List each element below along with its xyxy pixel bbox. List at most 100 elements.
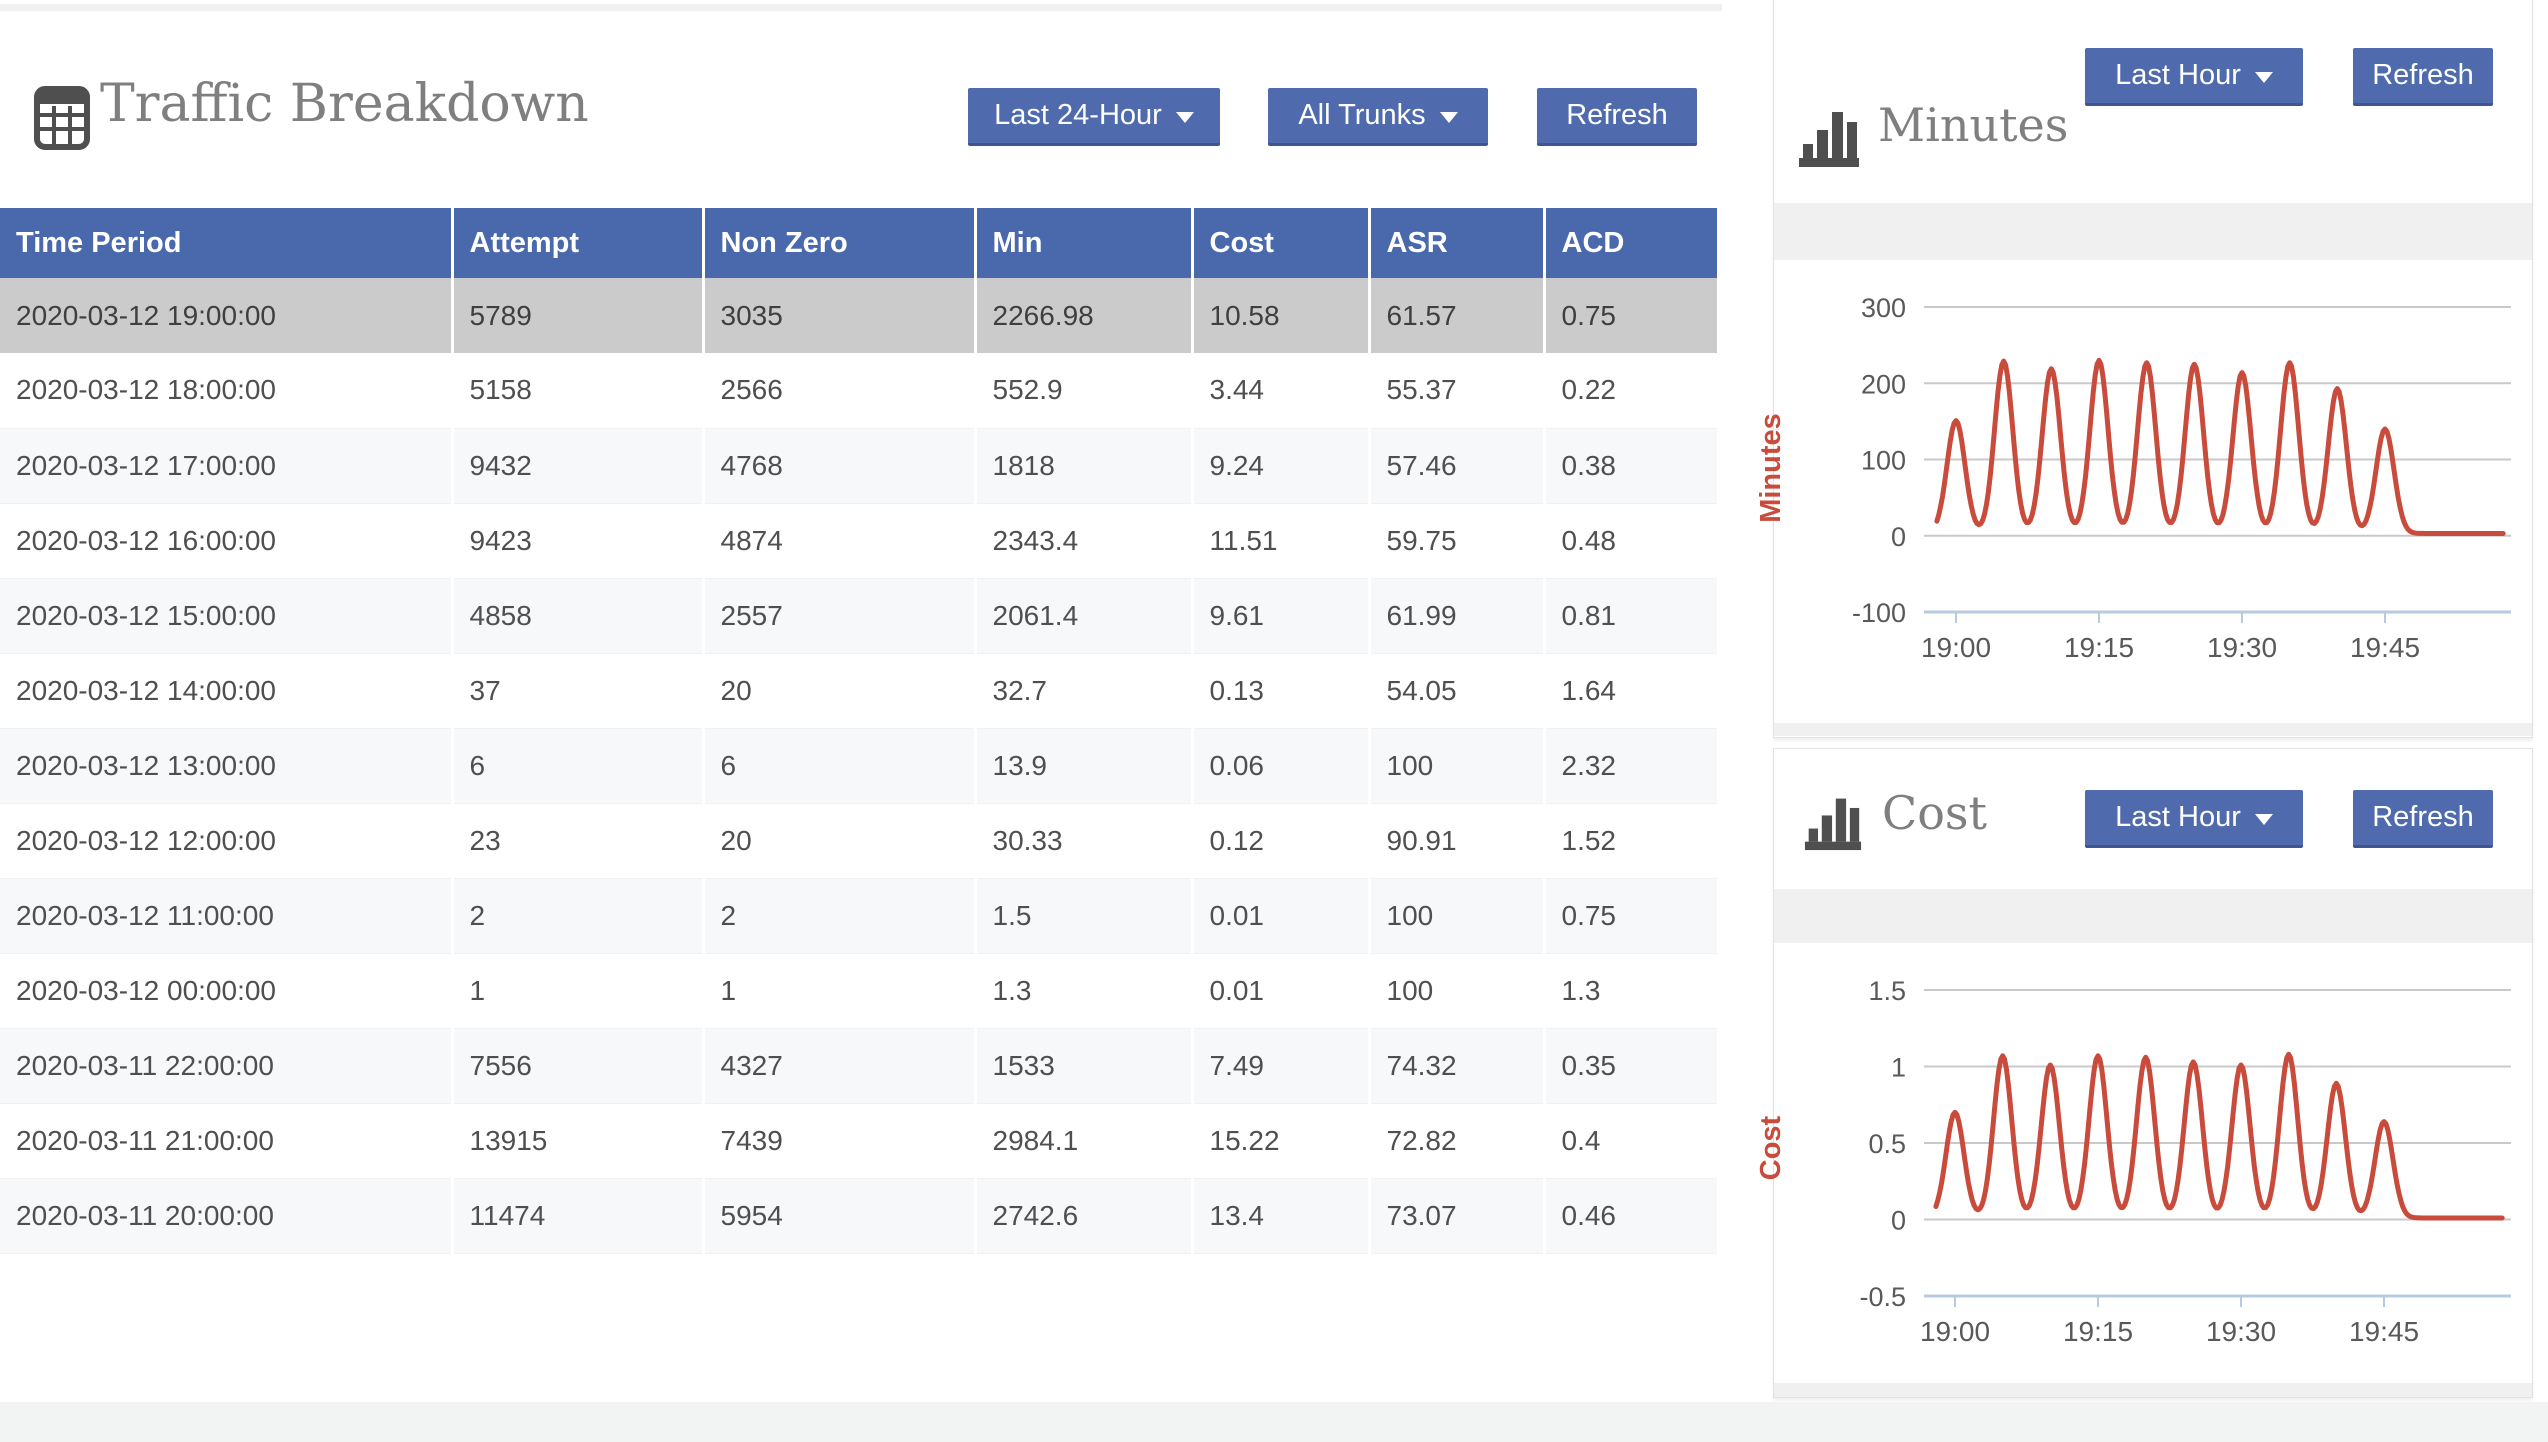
table-row[interactable]: 2020-03-12 19:00:00 5789 3035 2266.98 10.58 6… (0, 278, 1717, 353)
table-cell: 4874 (701, 503, 975, 578)
svg-text:19:00: 19:00 (1921, 632, 1991, 663)
table-cell: 5954 (701, 1178, 975, 1253)
table-cell: 552.9 (973, 353, 1192, 428)
table-row[interactable]: 2020-03-12 18:00:00 5158 2566 552.9 3.44 55.3… (0, 353, 1717, 428)
table-cell: 13.9 (973, 728, 1192, 803)
table-cell: 30.33 (973, 803, 1192, 878)
table-cell: 15.22 (1190, 1103, 1369, 1178)
page-title: Traffic Breakdown (100, 74, 589, 134)
table-cell: 1.3 (973, 953, 1192, 1028)
table-cell: 0.06 (1190, 728, 1369, 803)
table-row[interactable]: 2020-03-11 22:00:00 7556 4327 1533 7.49 74.32… (0, 1028, 1717, 1103)
table-cell: 2061.4 (973, 578, 1192, 653)
svg-text:19:30: 19:30 (2207, 632, 2277, 663)
table-row[interactable]: 2020-03-12 16:00:00 9423 4874 2343.4 11.51 59… (0, 503, 1717, 578)
table-cell: 11.51 (1190, 503, 1369, 578)
svg-text:19:45: 19:45 (2349, 1316, 2419, 1347)
minutes-yaxis-label: Minutes (1755, 413, 1787, 523)
table-cell: 0.22 (1542, 353, 1717, 428)
svg-text:19:15: 19:15 (2063, 1316, 2133, 1347)
table-row[interactable]: 2020-03-12 14:00:00 37 20 32.7 0.13 54.05 1.64 (0, 653, 1717, 728)
table-icon (34, 86, 90, 150)
cost-yaxis-label: Cost (1755, 1115, 1787, 1181)
svg-text:19:45: 19:45 (2350, 632, 2420, 663)
minutes-refresh-button[interactable]: Refresh (2353, 48, 2493, 106)
table-cell: 90.91 (1367, 803, 1544, 878)
trunks-dropdown-label: All Trunks (1298, 99, 1426, 131)
table-cell: 59.75 (1367, 503, 1544, 578)
column-header-attempt: Attempt (450, 208, 703, 278)
table-cell: 7439 (701, 1103, 975, 1178)
table-cell: 3.44 (1190, 353, 1369, 428)
table-cell: 61.99 (1367, 578, 1544, 653)
cost-refresh-button[interactable]: Refresh (2353, 790, 2493, 848)
caret-down-icon (1175, 112, 1194, 123)
table-row[interactable]: 2020-03-11 21:00:00 13915 7439 2984.1 15.22 7… (0, 1103, 1717, 1178)
caret-down-icon (2254, 814, 2273, 825)
table-cell: 0.81 (1542, 578, 1717, 653)
trunks-dropdown[interactable]: All Trunks (1268, 88, 1488, 146)
table-cell: 55.37 (1367, 353, 1544, 428)
footer-bar (0, 1402, 2548, 1442)
column-header-acd: ACD (1542, 208, 1717, 278)
caret-down-icon (1439, 112, 1458, 123)
table-cell: 1.5 (973, 878, 1192, 953)
table-cell: 9432 (450, 428, 703, 503)
table-cell: 1533 (973, 1028, 1192, 1103)
table-cell: 73.07 (1367, 1178, 1544, 1253)
table-cell: 2020-03-12 17:00:00 (16, 449, 276, 481)
period-dropdown-label: Last 24-Hour (994, 99, 1162, 131)
table-cell: 100 (1367, 953, 1544, 1028)
table-cell: 1 (701, 953, 975, 1028)
refresh-label: Refresh (1566, 99, 1668, 131)
column-header-asr: ASR (1367, 208, 1544, 278)
table-cell: 4858 (450, 578, 703, 653)
table-cell: 2020-03-11 20:00:00 (16, 1199, 274, 1231)
minutes-period-dropdown[interactable]: Last Hour (2085, 48, 2303, 106)
table-row[interactable]: 2020-03-12 13:00:00 6 6 13.9 0.06 100 2.32 (0, 728, 1717, 803)
refresh-label: Refresh (2372, 801, 2474, 833)
column-header-min: Min (973, 208, 1192, 278)
table-cell: 5789 (450, 278, 703, 353)
table-cell: 74.32 (1367, 1028, 1544, 1103)
table-cell: 13.4 (1190, 1178, 1369, 1253)
table-row[interactable]: 2020-03-12 11:00:00 2 2 1.5 0.01 100 0.75 (0, 878, 1717, 953)
table-cell: 20 (701, 803, 975, 878)
table-cell: 2020-03-12 13:00:00 (16, 749, 276, 781)
table-cell: 2.32 (1542, 728, 1717, 803)
period-dropdown[interactable]: Last 24-Hour (968, 88, 1220, 146)
table-cell: 2020-03-12 18:00:00 (16, 374, 276, 406)
table-cell: 2020-03-11 22:00:00 (16, 1049, 274, 1081)
table-header-row: Time Period Attempt Non Zero Min Cost ASR ACD (0, 208, 1717, 278)
table-cell: 2266.98 (973, 278, 1192, 353)
table-cell: 100 (1367, 878, 1544, 953)
traffic-breakdown-table: Time Period Attempt Non Zero Min Cost ASR ACD … (0, 208, 1717, 1254)
table-cell: 9423 (450, 503, 703, 578)
svg-text:200: 200 (1861, 369, 1906, 399)
cost-chart: 1.5 1 0.5 0 -0.5 19:00 19:15 19:30 19:45 (1774, 943, 2532, 1383)
table-row[interactable]: 2020-03-12 12:00:00 23 20 30.33 0.12 90.91 1.5… (0, 803, 1717, 878)
table-cell: 1.3 (1542, 953, 1717, 1028)
svg-text:0: 0 (1891, 522, 1906, 552)
svg-text:1: 1 (1891, 1053, 1906, 1083)
table-cell: 0.35 (1542, 1028, 1717, 1103)
cost-period-label: Last Hour (2115, 801, 2241, 833)
table-cell: 2020-03-12 19:00:00 (16, 299, 276, 331)
table-cell: 6 (450, 728, 703, 803)
table-row[interactable]: 2020-03-12 17:00:00 9432 4768 1818 9.24 57.46… (0, 428, 1717, 503)
table-cell: 4327 (701, 1028, 975, 1103)
table-cell: 7.49 (1190, 1028, 1369, 1103)
table-cell: 0.13 (1190, 653, 1369, 728)
cost-period-dropdown[interactable]: Last Hour (2085, 790, 2303, 848)
table-row[interactable]: 2020-03-11 20:00:00 11474 5954 2742.6 13.4 73… (0, 1178, 1717, 1253)
table-cell: 1818 (973, 428, 1192, 503)
table-cell: 2 (450, 878, 703, 953)
minutes-title: Minutes (1878, 98, 2069, 152)
table-refresh-button[interactable]: Refresh (1537, 88, 1697, 146)
table-cell: 2984.1 (973, 1103, 1192, 1178)
table-row[interactable]: 2020-03-12 15:00:00 4858 2557 2061.4 9.61 61.… (0, 578, 1717, 653)
table-row[interactable]: 2020-03-12 00:00:00 1 1 1.3 0.01 100 1.3 (0, 953, 1717, 1028)
column-header-time-period: Time Period (0, 208, 452, 278)
table-cell: 1 (450, 953, 703, 1028)
table-cell: 2 (701, 878, 975, 953)
